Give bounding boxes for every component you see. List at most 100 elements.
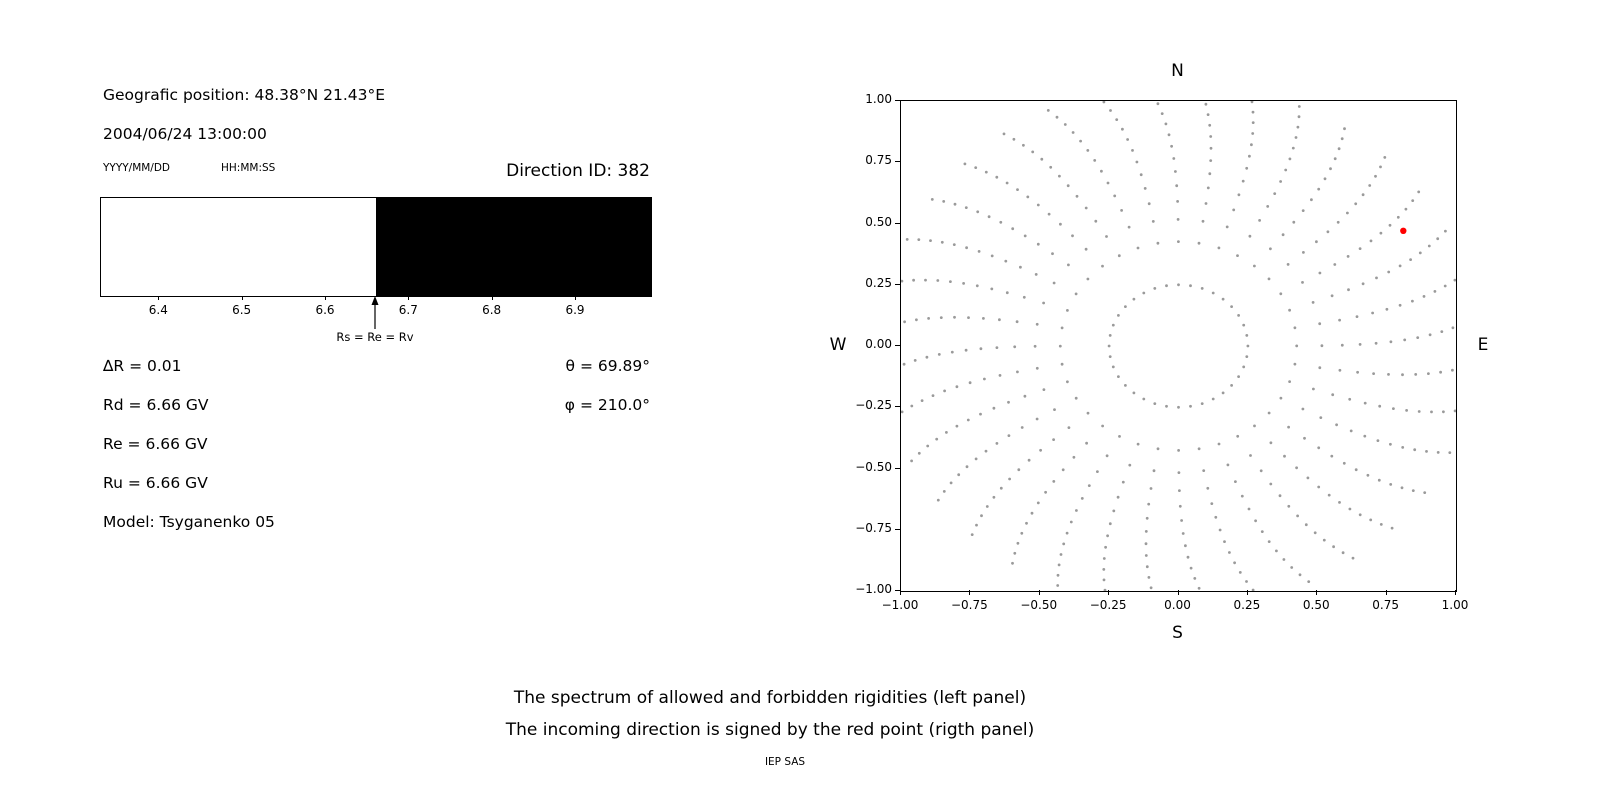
direction-dot — [1411, 489, 1415, 492]
direction-dot — [1368, 184, 1372, 187]
direction-dot — [1282, 558, 1286, 561]
direction-dot — [1186, 555, 1190, 559]
direction-dot — [992, 495, 996, 499]
direction-dot — [1392, 407, 1395, 410]
direction-dot — [1115, 118, 1119, 121]
direction-dot — [1267, 277, 1271, 281]
direction-dot — [1153, 287, 1157, 290]
direction-dot — [1128, 463, 1132, 467]
direction-dot — [979, 412, 982, 416]
direction-dot — [1201, 219, 1205, 223]
direction-dot — [1175, 184, 1179, 188]
direction-dot — [1317, 485, 1321, 489]
direction-dot — [1346, 255, 1350, 258]
direction-dot — [1026, 195, 1030, 199]
direction-dot — [1242, 365, 1246, 369]
direction-dot — [1340, 343, 1344, 347]
direction-dot — [1301, 209, 1305, 212]
direction-dot — [1403, 338, 1407, 342]
direction-dot — [1075, 509, 1078, 512]
compass-south-label: S — [1172, 623, 1183, 643]
direction-dot — [1109, 109, 1112, 112]
direction-dot — [1241, 179, 1245, 183]
direction-dot — [1012, 137, 1016, 141]
direction-dot — [1011, 561, 1014, 565]
direction-dot — [1379, 165, 1382, 169]
phi-value: φ = 210.0° — [564, 396, 650, 414]
direction-dot — [1015, 320, 1019, 324]
direction-dot — [1225, 225, 1229, 229]
direction-dot — [1121, 480, 1125, 484]
direction-dot — [1062, 542, 1066, 546]
direction-dot — [1025, 521, 1028, 525]
direction-dot — [1387, 373, 1390, 376]
direction-dot — [999, 486, 1003, 490]
direction-dot — [1318, 322, 1322, 326]
direction-dot — [1067, 263, 1070, 267]
direction-dot — [1066, 309, 1069, 312]
direction-dot — [1338, 368, 1342, 372]
direction-dot — [1296, 514, 1299, 518]
direction-dot — [1245, 334, 1249, 337]
direction-dot — [1230, 384, 1233, 387]
direction-dot — [1236, 254, 1239, 257]
direction-dot — [967, 316, 970, 319]
polar-xtick-label: 1.00 — [1441, 598, 1469, 612]
direction-dot — [1323, 177, 1327, 181]
direction-dot — [1147, 576, 1151, 579]
direction-dot — [1013, 551, 1017, 555]
direction-dot — [1036, 242, 1040, 246]
date-format-hint: YYYY/MM/DD — [103, 162, 171, 174]
direction-dot — [1059, 222, 1062, 226]
direction-dot — [1104, 545, 1107, 549]
spectrum-tick-label: 6.8 — [482, 303, 502, 317]
direction-dot — [1267, 411, 1271, 415]
direction-dot — [1317, 187, 1321, 191]
direction-dot — [1398, 303, 1402, 307]
direction-dot — [1067, 426, 1071, 429]
direction-dot — [1170, 144, 1173, 148]
direction-dot — [1023, 234, 1027, 238]
direction-dot — [1346, 211, 1349, 215]
polar-ytick-label: 1.00 — [865, 92, 892, 106]
direction-dot — [1251, 121, 1255, 124]
direction-dot — [1242, 323, 1246, 327]
direction-dot — [1405, 409, 1408, 412]
direction-dot — [1336, 220, 1340, 224]
polar-ytick-label: −0.25 — [855, 398, 892, 413]
polar-xtick-label: 0.25 — [1233, 598, 1261, 612]
direction-dot — [962, 282, 965, 285]
direction-dot — [1223, 540, 1226, 543]
direction-dot — [980, 514, 983, 518]
direction-dot — [1039, 448, 1042, 452]
direction-dot — [1389, 442, 1392, 446]
direction-dot — [970, 533, 974, 536]
direction-dot — [987, 215, 991, 219]
direction-dot — [1251, 110, 1255, 114]
direction-dot — [1358, 247, 1362, 251]
direction-dot — [1085, 441, 1088, 445]
direction-dot — [1281, 233, 1285, 237]
direction-scatter-plot — [900, 100, 1457, 592]
direction-dot — [910, 404, 914, 408]
credit-text: IEP SAS — [764, 756, 806, 768]
polar-ytick-label: −0.75 — [855, 520, 892, 535]
direction-dot — [953, 315, 956, 319]
direction-dot — [1053, 408, 1056, 411]
direction-dot — [1295, 466, 1298, 470]
direction-dot — [1331, 393, 1335, 397]
datetime-text: 2004/06/24 13:00:00 — [103, 125, 267, 143]
direction-dot — [1124, 305, 1127, 308]
direction-dot — [1337, 147, 1341, 151]
direction-dot — [1106, 534, 1109, 538]
direction-dot — [1087, 484, 1091, 487]
direction-dot — [1108, 355, 1112, 358]
theta-value: θ = 69.89° — [565, 357, 650, 375]
direction-dot — [1046, 109, 1050, 112]
direction-dot — [1318, 366, 1322, 370]
direction-dot — [905, 238, 909, 241]
direction-dot — [1136, 246, 1140, 250]
direction-dot — [1287, 425, 1290, 429]
direction-dot — [965, 246, 968, 250]
